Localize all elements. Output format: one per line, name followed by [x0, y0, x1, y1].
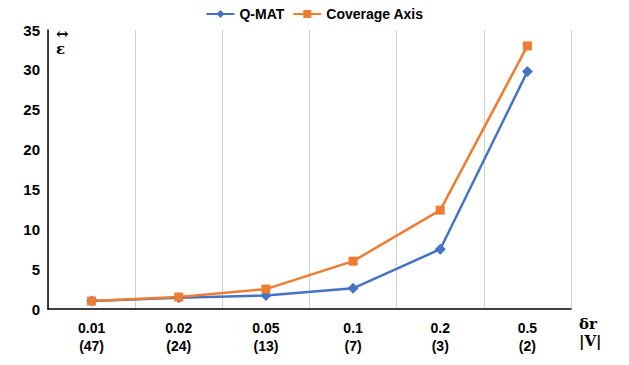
svg-text:0.01: 0.01	[78, 320, 105, 336]
svg-text:25: 25	[23, 101, 40, 118]
svg-text:ε: ε	[56, 40, 65, 58]
svg-text:5: 5	[32, 261, 40, 278]
svg-text:(13): (13)	[253, 338, 278, 354]
svg-text:0.05: 0.05	[252, 320, 279, 336]
svg-text:0.5: 0.5	[518, 320, 538, 336]
svg-text:0.02: 0.02	[165, 320, 192, 336]
svg-text:0.2: 0.2	[431, 320, 451, 336]
svg-text:Q-MAT: Q-MAT	[239, 6, 284, 22]
svg-text:10: 10	[23, 221, 40, 238]
svg-text:δr: δr	[579, 315, 598, 333]
svg-text:35: 35	[23, 22, 40, 39]
svg-text:(3): (3)	[432, 338, 449, 354]
svg-text:Coverage Axis: Coverage Axis	[326, 6, 423, 22]
svg-text:0.1: 0.1	[343, 320, 363, 336]
svg-text:15: 15	[23, 181, 40, 198]
svg-text:(47): (47)	[79, 338, 104, 354]
svg-text:30: 30	[23, 61, 40, 78]
svg-text:0: 0	[32, 301, 40, 318]
svg-text:(2): (2)	[519, 338, 536, 354]
svg-text:|V|: |V|	[579, 332, 602, 350]
svg-text:(24): (24)	[166, 338, 191, 354]
svg-text:(7): (7)	[345, 338, 362, 354]
svg-text:20: 20	[23, 141, 40, 158]
